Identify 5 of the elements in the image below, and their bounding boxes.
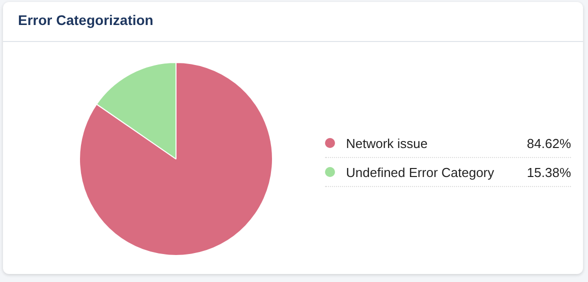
- legend-label: Undefined Error Category: [346, 164, 496, 180]
- data-label: 84.62%: [526, 136, 571, 150]
- chart-title: Error Categorization: [18, 12, 154, 28]
- legend-label: Network issue: [346, 136, 429, 150]
- data-label: 15.38%: [526, 164, 571, 180]
